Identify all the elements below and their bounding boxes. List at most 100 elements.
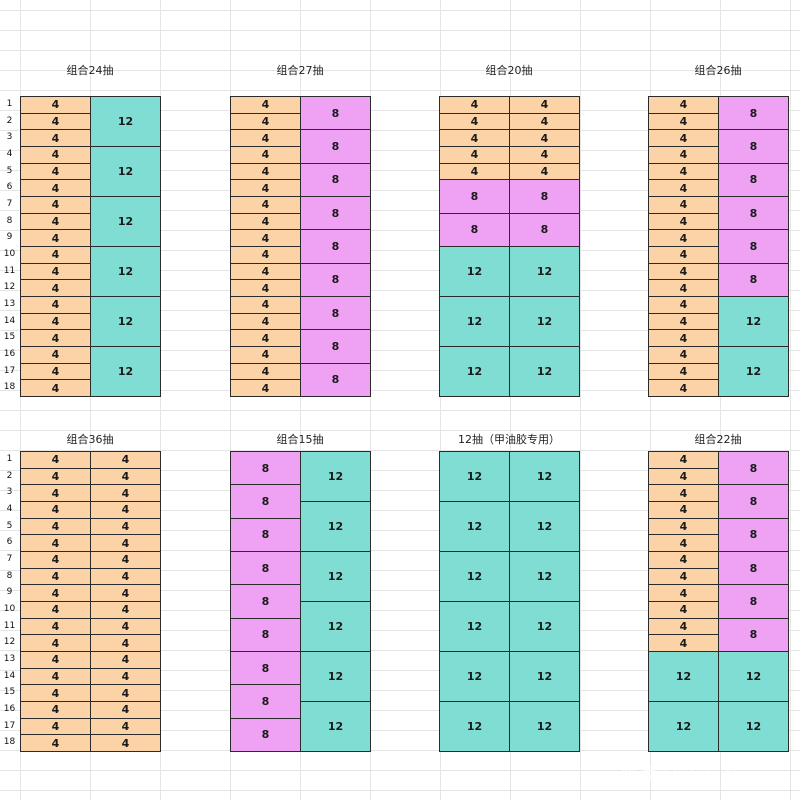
row-number: 6	[6, 537, 13, 548]
drawer-cell-4: 4	[439, 112, 510, 131]
drawer-cell-12: 12	[300, 501, 371, 552]
drawer-cell-12: 12	[509, 346, 580, 397]
drawer-cell-4: 4	[648, 212, 719, 231]
drawer-cell-8: 8	[718, 584, 789, 619]
drawer-cell-4: 4	[90, 617, 161, 636]
drawer-cell-4: 4	[648, 179, 719, 197]
drawer-cell-8: 8	[230, 517, 301, 552]
drawer-cell-4: 4	[230, 162, 301, 181]
drawer-cell-4: 4	[648, 601, 719, 619]
drawer-cell-4: 4	[230, 329, 301, 347]
drawer-cell-4: 4	[648, 146, 719, 164]
drawer-cell-4: 4	[90, 734, 161, 752]
drawer-cell-8: 8	[300, 96, 371, 131]
drawer-cell-4: 4	[648, 112, 719, 131]
drawer-cell-12: 12	[300, 651, 371, 702]
drawer-cell-4: 4	[20, 617, 91, 636]
drawer-cell-4: 4	[648, 162, 719, 181]
drawer-cell-4: 4	[509, 129, 580, 147]
block-title: 组合22抽	[694, 433, 742, 446]
drawer-cell-4: 4	[509, 96, 580, 114]
drawer-cell-8: 8	[230, 684, 301, 719]
drawer-cell-4: 4	[90, 484, 161, 502]
drawer-cell-12: 12	[439, 501, 510, 552]
drawer-cell-12: 12	[509, 701, 580, 752]
drawer-cell-8: 8	[230, 451, 301, 486]
drawer-cell-12: 12	[439, 346, 510, 397]
drawer-cell-4: 4	[648, 279, 719, 297]
drawer-cell-4: 4	[230, 312, 301, 331]
drawer-cell-4: 4	[20, 717, 91, 736]
drawer-cell-4: 4	[230, 246, 301, 264]
drawer-cell-4: 4	[20, 667, 91, 686]
drawer-cell-4: 4	[230, 146, 301, 164]
drawer-cell-8: 8	[230, 617, 301, 652]
row-number: 2	[6, 470, 13, 481]
drawer-cell-12: 12	[509, 501, 580, 552]
watermark-text: 风家具工厂店	[620, 765, 746, 785]
row-number: 11	[3, 265, 16, 276]
drawer-cell-4: 4	[90, 584, 161, 602]
drawer-cell-4: 4	[90, 501, 161, 519]
drawer-cell-4: 4	[230, 296, 301, 314]
drawer-cell-4: 4	[230, 279, 301, 297]
drawer-cell-4: 4	[20, 634, 91, 652]
drawer-cell-4: 4	[20, 179, 91, 197]
drawer-cell-8: 8	[718, 517, 789, 552]
drawer-cell-4: 4	[90, 701, 161, 719]
drawer-cell-12: 12	[509, 601, 580, 652]
drawer-cell-4: 4	[20, 312, 91, 331]
drawer-cell-8: 8	[300, 362, 371, 397]
drawer-cell-12: 12	[300, 551, 371, 602]
drawer-cell-4: 4	[648, 96, 719, 114]
drawer-cell-8: 8	[230, 651, 301, 686]
drawer-cell-4: 4	[20, 584, 91, 602]
drawer-cell-4: 4	[439, 162, 510, 181]
row-number: 3	[6, 487, 13, 498]
drawer-cell-8: 8	[718, 196, 789, 231]
row-number: 7	[6, 199, 13, 209]
drawer-cell-12: 12	[90, 196, 161, 247]
drawer-cell-4: 4	[20, 567, 91, 586]
row-number: 10	[3, 604, 16, 614]
drawer-cell-8: 8	[509, 212, 580, 247]
drawer-cell-4: 4	[509, 112, 580, 131]
drawer-cell-4: 4	[90, 684, 161, 702]
drawer-cell-4: 4	[20, 551, 91, 569]
drawer-cell-12: 12	[439, 701, 510, 752]
drawer-cell-12: 12	[300, 601, 371, 652]
row-number: 7	[6, 554, 13, 564]
drawer-cell-4: 4	[648, 484, 719, 502]
row-number: 8	[6, 215, 13, 226]
drawer-cell-4: 4	[509, 162, 580, 181]
drawer-cell-12: 12	[439, 296, 510, 347]
row-number: 18	[3, 382, 16, 393]
drawer-cell-4: 4	[20, 451, 91, 469]
row-number: 13	[3, 299, 16, 309]
drawer-cell-12: 12	[718, 651, 789, 702]
drawer-cell-12: 12	[509, 296, 580, 347]
drawer-cell-8: 8	[718, 162, 789, 197]
drawer-cell-8: 8	[718, 229, 789, 264]
drawer-cell-4: 4	[90, 651, 161, 669]
row-number: 6	[6, 182, 13, 193]
drawer-cell-4: 4	[648, 551, 719, 569]
block-title: 组合27抽	[276, 64, 324, 77]
drawer-cell-4: 4	[20, 296, 91, 314]
row-number: 2	[6, 115, 13, 126]
drawer-cell-4: 4	[648, 534, 719, 552]
row-number: 17	[3, 720, 16, 731]
drawer-cell-4: 4	[648, 451, 719, 469]
drawer-cell-12: 12	[718, 701, 789, 752]
drawer-cell-8: 8	[300, 329, 371, 364]
drawer-cell-4: 4	[230, 196, 301, 214]
drawer-cell-4: 4	[439, 96, 510, 114]
row-number: 10	[3, 249, 16, 259]
drawer-cell-4: 4	[20, 684, 91, 702]
drawer-cell-4: 4	[90, 517, 161, 536]
drawer-cell-4: 4	[20, 96, 91, 114]
drawer-cell-4: 4	[20, 112, 91, 131]
drawer-cell-8: 8	[509, 179, 580, 214]
block-title: 组合36抽	[66, 433, 114, 446]
drawer-cell-12: 12	[718, 296, 789, 347]
